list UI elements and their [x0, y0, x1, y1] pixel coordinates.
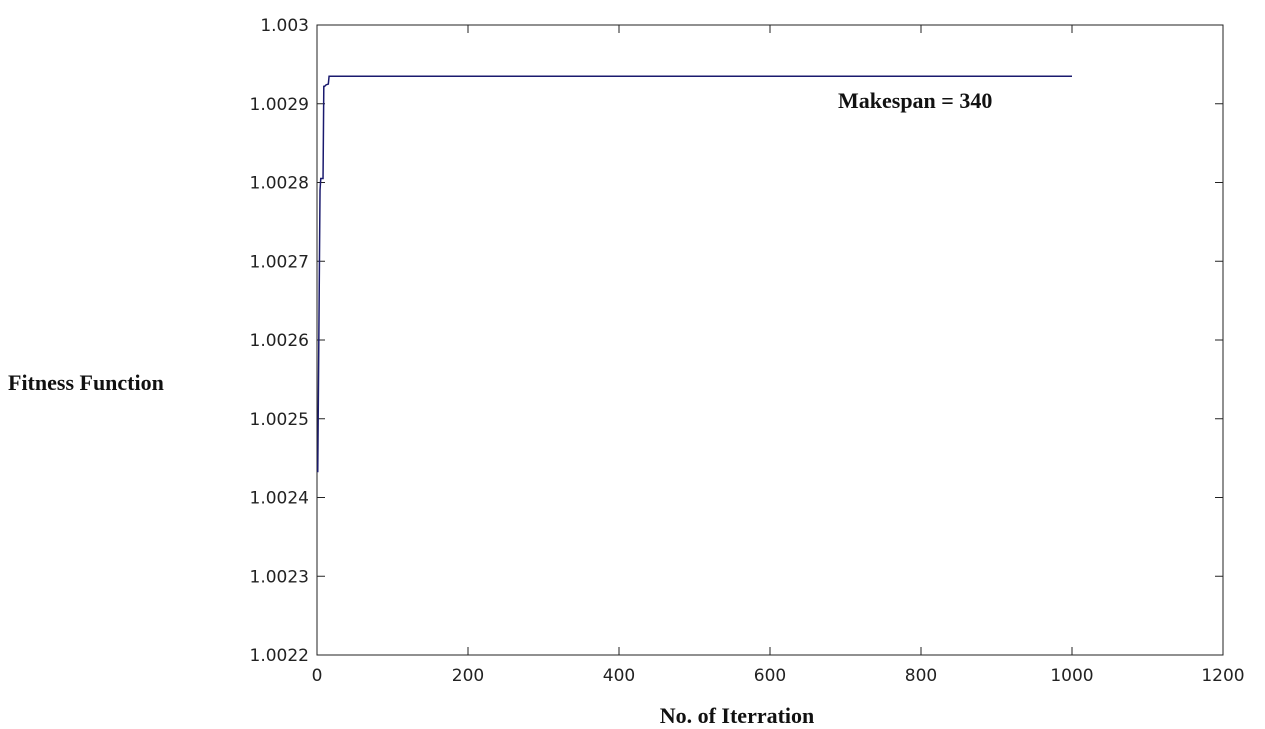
x-tick-label: 1200: [1201, 666, 1244, 686]
x-tick-label: 800: [905, 666, 937, 686]
x-tick-label: 0: [312, 666, 323, 686]
y-tick-label: 1.0026: [250, 331, 309, 351]
series-line: [317, 75, 1072, 473]
x-tick-label: 400: [603, 666, 635, 686]
x-tick-label: 200: [452, 666, 484, 686]
plot-area: [316, 24, 1224, 656]
y-tick-label: 1.0023: [250, 567, 309, 587]
y-tick-label: 1.0025: [250, 410, 309, 430]
y-tick-label: 1.0022: [250, 646, 309, 666]
y-tick-label: 1.003: [260, 16, 309, 36]
y-tick-labels: 1.0022 1.0023 1.0024 1.0025 1.0026 1.0027 1.00…: [250, 16, 309, 666]
y-axis-title: Fitness Function: [8, 370, 164, 395]
y-tick-label: 1.0028: [250, 174, 309, 194]
y-tick-label: 1.0024: [250, 489, 309, 509]
y-tick-label: 1.0029: [250, 95, 309, 115]
x-tick-labels: 0 200 400 600 800 1000 1200: [312, 666, 1245, 686]
x-tick-label: 1000: [1050, 666, 1093, 686]
x-tick-label: 600: [754, 666, 786, 686]
x-axis-title: No. of Iterration: [660, 703, 815, 728]
makespan-annotation: Makespan = 340: [838, 88, 992, 113]
y-tick-label: 1.0027: [250, 252, 309, 272]
